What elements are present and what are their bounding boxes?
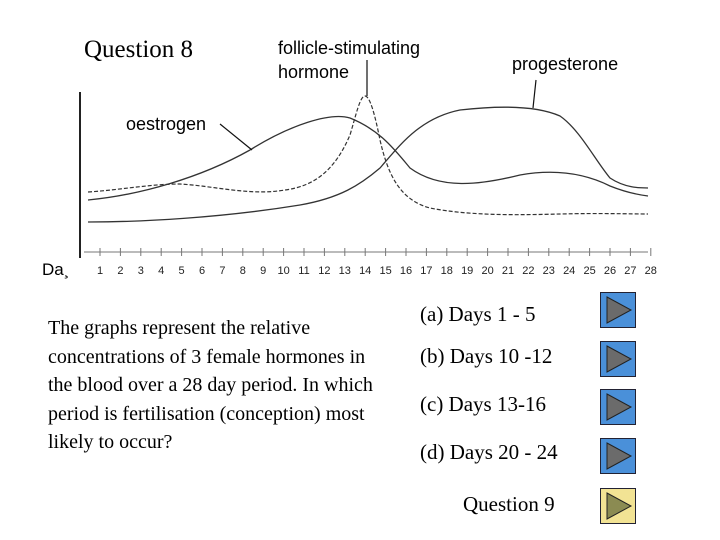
day-tick-label: 5: [179, 265, 185, 277]
day-tick-label: 18: [441, 265, 453, 277]
x-axis-ticks: [99, 248, 652, 256]
play-icon: [606, 442, 633, 470]
day-tick-label: 15: [379, 265, 391, 277]
option-b-button[interactable]: [600, 341, 636, 377]
oestrogen-leader-line: [219, 123, 253, 151]
next-question-label: Question 9: [463, 492, 555, 516]
fsh-label-line2: hormone: [278, 62, 350, 82]
day-tick-label: 28: [645, 265, 657, 277]
day-tick-label: 27: [624, 265, 636, 277]
day-tick-label: 19: [461, 265, 473, 277]
fsh-curve: [87, 95, 649, 216]
progesterone-leader-line: [532, 79, 537, 109]
next-question-button[interactable]: [600, 488, 636, 524]
day-tick-label: 2: [117, 265, 123, 277]
option-c-label: (c) Days 13-16: [420, 392, 546, 416]
day-tick-labels: 1 2 3 4 5 6 7 8 9 10 11 12 13 14 15 16 17 18 19 20 21 22 23 24 2…: [97, 265, 657, 277]
day-tick-label: 21: [502, 265, 514, 277]
question-title: Question 8: [84, 36, 194, 63]
day-tick-label: 17: [420, 265, 432, 277]
day-tick-label: 12: [318, 265, 330, 277]
day-tick-label: 8: [240, 265, 246, 277]
day-tick-label: 14: [359, 265, 371, 277]
play-icon: [606, 296, 633, 324]
progesterone-curve: [87, 106, 649, 223]
progesterone-label: progesterone: [512, 54, 619, 74]
play-icon: [606, 393, 633, 421]
oestrogen-label: oestrogen: [126, 114, 207, 134]
day-axis-label: Da¸: [42, 260, 70, 279]
day-tick-label: 26: [604, 265, 616, 277]
day-tick-label: 13: [339, 265, 351, 277]
day-tick-label: 25: [583, 265, 595, 277]
day-tick-label: 24: [563, 265, 575, 277]
day-tick-label: 20: [481, 265, 493, 277]
day-tick-label: 10: [277, 265, 289, 277]
option-a-label: (a) Days 1 - 5: [420, 302, 536, 326]
question-text: The graphs represent the relative concen…: [48, 317, 373, 453]
day-tick-label: 3: [138, 265, 144, 277]
oestrogen-curve: [87, 115, 649, 201]
day-tick-label: 11: [298, 265, 309, 277]
option-b-label: (b) Days 10 -12: [420, 344, 553, 368]
option-a-button[interactable]: [600, 292, 636, 328]
option-c-button[interactable]: [600, 389, 636, 425]
day-tick-label: 16: [400, 265, 412, 277]
fsh-label-line1: follicle-stimulating: [278, 38, 421, 58]
day-tick-label: 9: [260, 265, 266, 277]
option-d-label: (d) Days 20 - 24: [420, 440, 558, 464]
play-icon: [606, 492, 633, 520]
day-tick-label: 1: [97, 265, 103, 277]
day-tick-label: 22: [522, 265, 534, 277]
fsh-label: follicle-stimulating hormone: [278, 36, 420, 84]
day-tick-label: 4: [158, 265, 164, 277]
day-tick-label: 6: [199, 265, 205, 277]
play-icon: [606, 345, 633, 373]
day-tick-label: 23: [543, 265, 555, 277]
day-tick-label: 7: [219, 265, 225, 277]
option-d-button[interactable]: [600, 438, 636, 474]
